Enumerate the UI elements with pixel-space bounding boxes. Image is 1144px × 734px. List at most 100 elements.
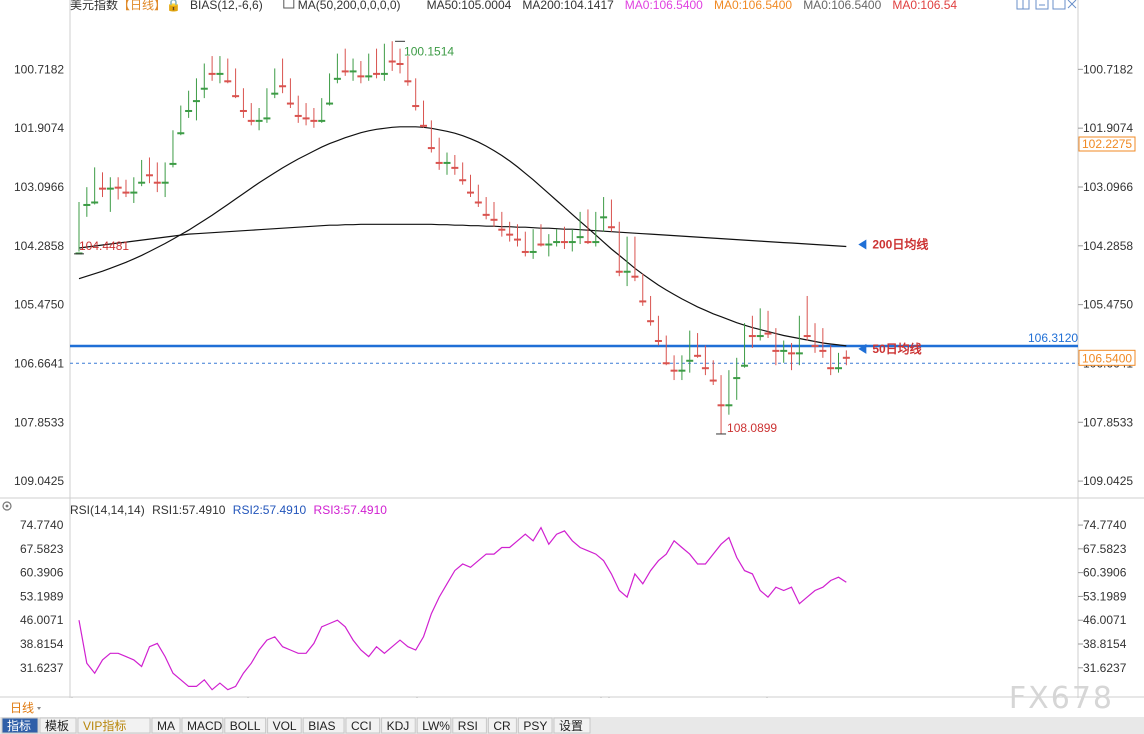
candle	[192, 78, 200, 121]
current-price-label: 106.5400	[1082, 351, 1132, 365]
candle	[639, 273, 647, 306]
candle	[349, 58, 357, 81]
tab-label: CR	[493, 719, 511, 733]
tab-0[interactable]: 指标	[1, 717, 39, 734]
rsi-tick-label: 46.0071	[1083, 613, 1127, 627]
candlestick-series	[75, 41, 850, 434]
tab-label: VIP指标	[83, 718, 126, 733]
candle	[506, 221, 514, 242]
candle	[772, 328, 780, 366]
tab-9[interactable]: KDJ	[381, 717, 416, 734]
indicator-legend-item: MA0:106.54	[892, 0, 957, 12]
price-tick-label-left: 107.8533	[14, 415, 64, 429]
start-label: 104.4481	[79, 239, 129, 253]
rsi-tick-label-left: 74.7740	[20, 518, 64, 532]
tab-14[interactable]: 设置	[553, 717, 591, 734]
candle	[780, 340, 788, 363]
candle	[623, 236, 631, 287]
tab-10[interactable]: LW%	[416, 717, 452, 734]
candle	[529, 229, 537, 259]
candle	[83, 187, 91, 217]
candle	[169, 130, 177, 168]
candle	[459, 162, 467, 185]
candle	[161, 162, 169, 198]
tab-label: 模板	[45, 719, 69, 733]
tab-6[interactable]: VOL	[267, 717, 302, 734]
price-tick-label-left: 101.9074	[14, 121, 64, 135]
candle	[404, 56, 412, 86]
price-axis: 109.0425 107.8533 106.6641 105.4750 104.2858…	[14, 62, 1136, 488]
candle	[302, 103, 310, 126]
candle	[795, 315, 803, 366]
tab-8[interactable]: CCI	[345, 717, 381, 734]
tab-5[interactable]: BOLL	[224, 717, 267, 734]
rsi-gear-icon[interactable]	[2, 501, 12, 511]
high-label: 108.0899	[727, 421, 777, 435]
ma-panel-icon[interactable]	[283, 0, 295, 9]
tab-label: MA	[157, 719, 175, 733]
candle	[482, 197, 490, 220]
candle	[686, 330, 694, 373]
candle	[263, 88, 271, 123]
tab-label: 指标	[7, 718, 31, 733]
window-controls[interactable]	[1016, 0, 1077, 10]
price-tick-label: 109.0425	[1083, 474, 1133, 488]
indicator-legend-item: MA0:106.5400	[714, 0, 792, 12]
rsi-line	[78, 526, 847, 691]
candle	[373, 48, 381, 79]
tab-11[interactable]: RSI	[452, 717, 487, 734]
candle	[451, 155, 459, 175]
candle	[513, 224, 521, 247]
maximize-icon[interactable]	[1052, 0, 1066, 10]
price-tick-label-left: 103.0966	[14, 180, 64, 194]
tab-13[interactable]: PSY	[517, 717, 553, 734]
indicator-legend-item: MA(50,200,0,0,0,0)	[298, 0, 401, 12]
rsi-tick-label: 38.8154	[1083, 637, 1127, 651]
candle	[701, 345, 709, 376]
candle	[114, 177, 122, 200]
ma200-label: 200日均线	[872, 237, 928, 252]
candle	[694, 333, 702, 358]
candle	[412, 78, 420, 111]
candle	[318, 98, 326, 123]
candle	[764, 310, 772, 339]
support-line: 106.3120	[70, 331, 1078, 348]
level-box	[1078, 136, 1136, 152]
tab-label: PSY	[523, 719, 547, 733]
candle	[286, 78, 294, 109]
tab-3[interactable]: MA	[151, 717, 181, 734]
tab-7[interactable]: BIAS	[302, 717, 345, 734]
candle	[560, 226, 568, 249]
svg-text:日线: 日线	[10, 701, 34, 715]
candle	[294, 95, 302, 123]
chart-title: 美元指数【日线】	[70, 0, 166, 12]
level-label: 102.2275	[1082, 137, 1132, 151]
price-tick-label: 104.2858	[1083, 239, 1133, 253]
rsi-tick-label-left: 46.0071	[20, 613, 64, 627]
candle	[333, 53, 341, 84]
candle	[98, 172, 106, 198]
rsi-tick-label-left: 53.1989	[20, 589, 64, 603]
candle	[341, 48, 349, 76]
tab-4[interactable]: MACD	[181, 717, 224, 734]
chart-settings-icon[interactable]	[1035, 0, 1049, 10]
candle	[91, 167, 99, 205]
indicator-tabs[interactable]: 指标 模板 VIP指标 MA MACD BOLL VOL BIAS CCI KDJ LW% RSI CR…	[1, 717, 591, 734]
price-tick-label-left: 104.2858	[14, 239, 64, 253]
rsi-tick-label: 53.1989	[1083, 589, 1127, 603]
period-button[interactable]: 日线	[0, 699, 44, 716]
price-tick-label: 101.9074	[1083, 121, 1133, 135]
lock-icon[interactable]: 🔒	[166, 0, 181, 12]
tab-1[interactable]: 模板	[39, 717, 77, 734]
support-label: 106.3120	[1028, 331, 1078, 345]
tab-12[interactable]: CR	[487, 717, 517, 734]
candle	[631, 236, 639, 282]
candle	[106, 177, 114, 212]
tab-2[interactable]: VIP指标	[77, 717, 151, 734]
candle	[498, 211, 506, 237]
rsi-tick-label: 74.7740	[1083, 518, 1127, 532]
candle	[130, 177, 138, 203]
candle	[435, 137, 443, 170]
candle	[185, 90, 193, 118]
